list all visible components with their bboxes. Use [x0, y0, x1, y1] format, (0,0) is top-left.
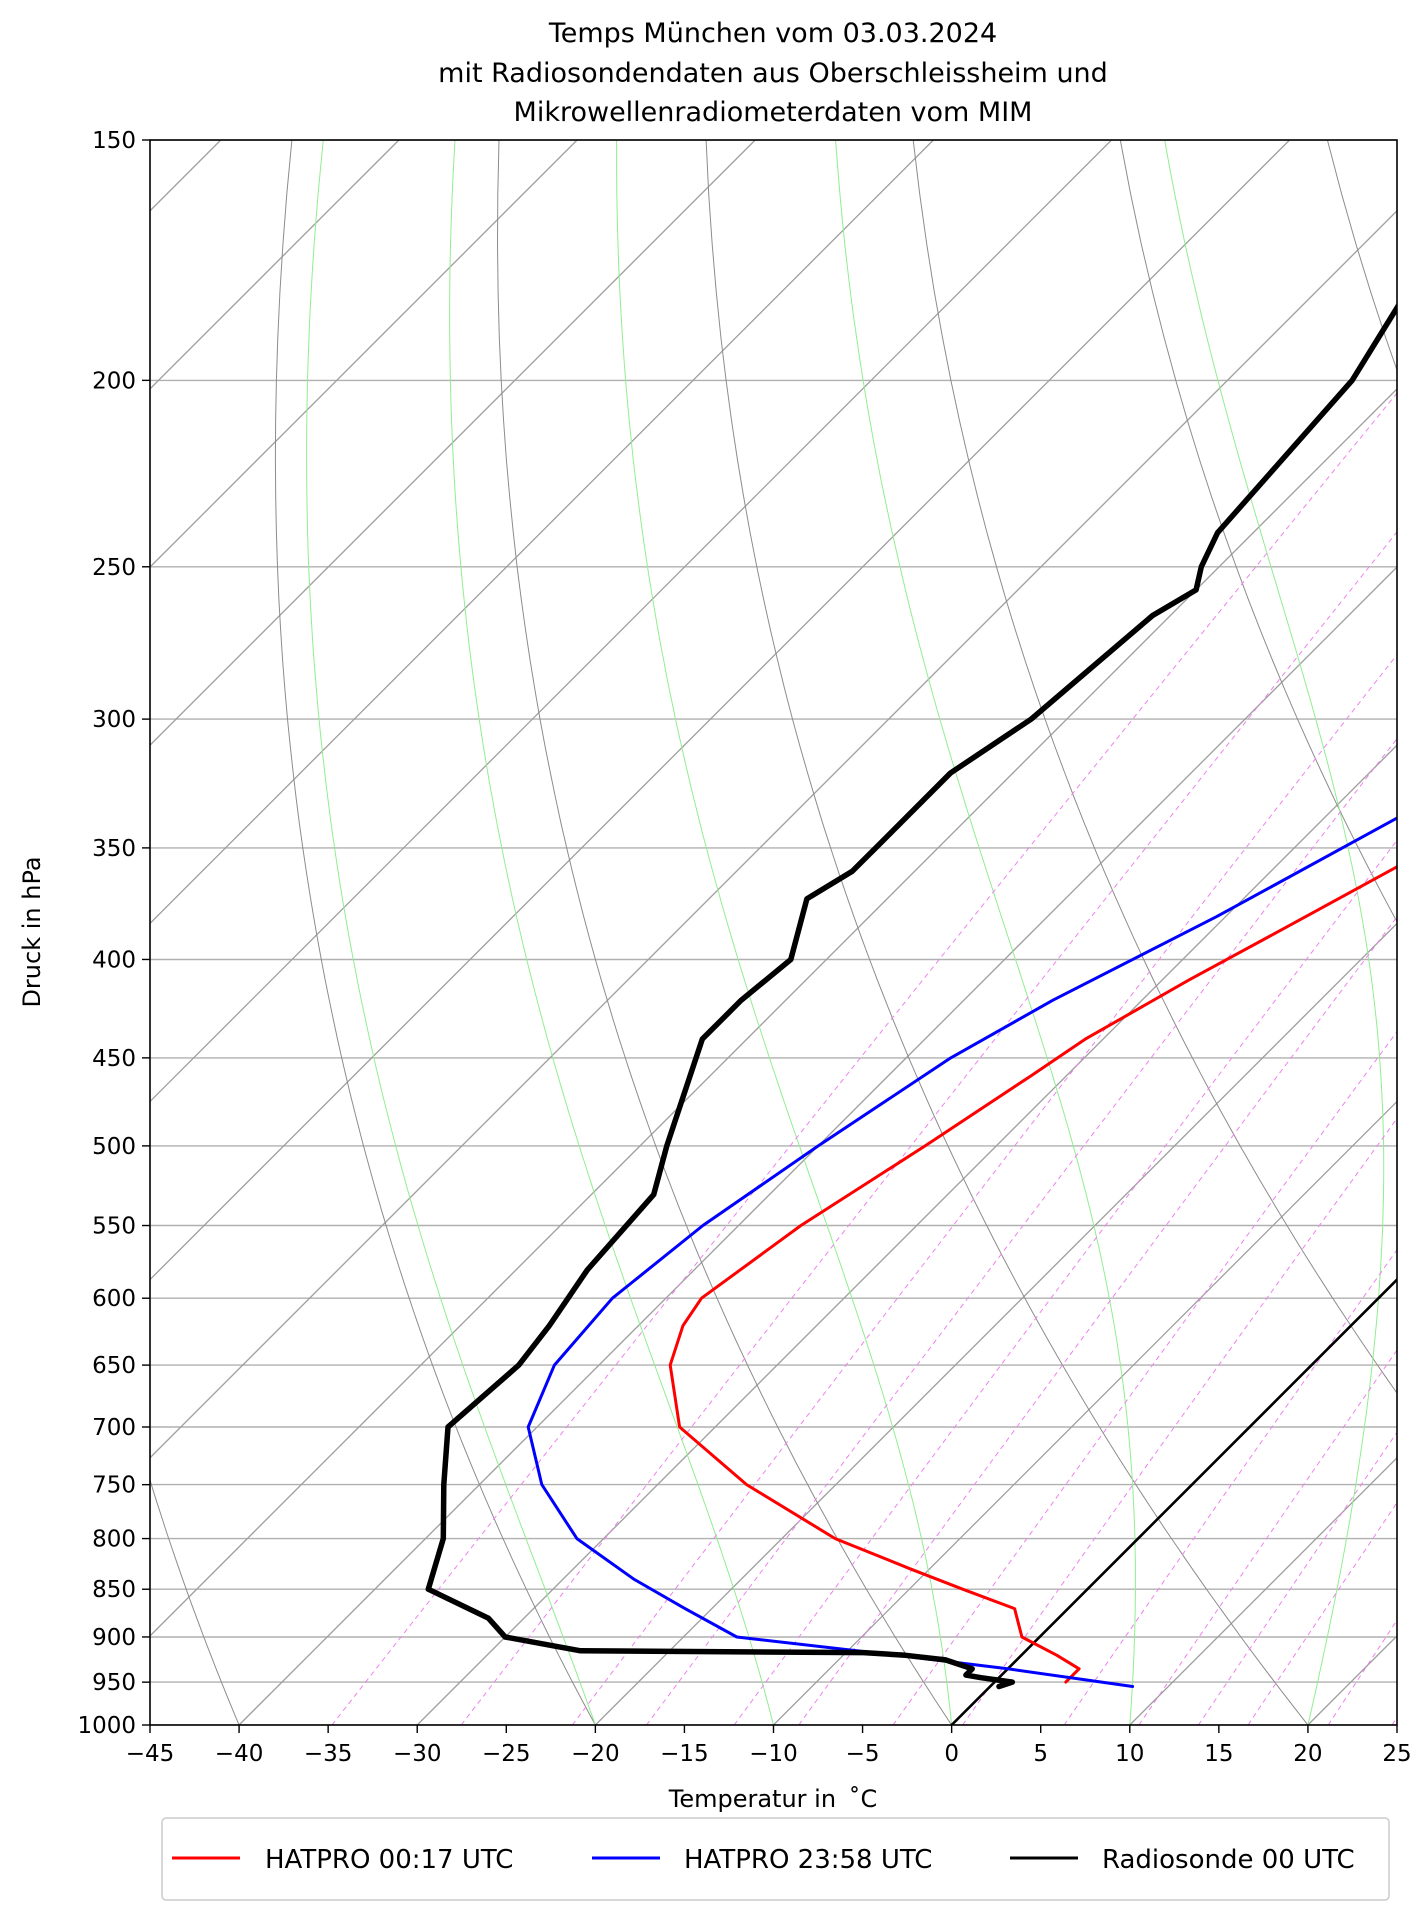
- y-tick-label: 850: [92, 1577, 136, 1603]
- dry-adiabat-line: [913, 140, 1427, 1725]
- title-line-3: Mikrowellenradiometerdaten vom MIM: [514, 97, 1033, 128]
- x-tick-label: −15: [660, 1741, 709, 1767]
- y-tick-label: 700: [92, 1415, 136, 1441]
- y-axis-ticks: 150 200 250 300 350 400 450 500 550 600 650 700 750 8…: [77, 128, 150, 1739]
- legend: HATPRO 00:17 UTC HATPRO 23:58 UTC Radios…: [162, 1818, 1389, 1900]
- x-axis-ticks: −45 −40 −35 −30 −25 −20 −15 −10 −5 0 5 10 15 20 25: [126, 1725, 1412, 1767]
- moist-adiabat-line: [617, 140, 952, 1725]
- isotherm-line: [0, 140, 933, 1725]
- title-line-1: Temps München vom 03.03.2024: [548, 18, 997, 49]
- x-tick-label: 5: [1033, 1741, 1048, 1767]
- moist-adiabat-line: [836, 140, 1136, 1725]
- x-tick-label: 0: [944, 1741, 959, 1767]
- title-line-2: mit Radiosondendaten aus Oberschleisshei…: [438, 58, 1108, 89]
- legend-label-hatpro-0017: HATPRO 00:17 UTC: [265, 1845, 513, 1875]
- dry-adiabat-lines: [0, 140, 1427, 1725]
- y-tick-label: 150: [92, 128, 136, 154]
- isotherm-line: [0, 140, 577, 1725]
- y-tick-label: 800: [92, 1527, 136, 1553]
- plot-area: [0, 140, 1427, 1725]
- x-tick-label: −20: [571, 1741, 620, 1767]
- dry-adiabat-line: [275, 140, 595, 1725]
- y-tick-label: 450: [92, 1046, 136, 1072]
- x-tick-label: −45: [126, 1741, 175, 1767]
- isotherm-lines: [0, 140, 1427, 1725]
- y-tick-label: 600: [92, 1286, 136, 1312]
- mixing-ratio-line: [734, 380, 1427, 1725]
- y-tick-label: 250: [92, 555, 136, 581]
- series-line-3: [428, 140, 1427, 1687]
- isotherm-line: [61, 140, 1427, 1725]
- y-tick-label: 400: [92, 947, 136, 973]
- moist-adiabat-lines: [307, 140, 1427, 1725]
- legend-label-hatpro-2358: HATPRO 23:58 UTC: [684, 1845, 932, 1875]
- profile-series: [428, 140, 1427, 1687]
- mixing-ratio-line: [461, 380, 1427, 1725]
- isotherm-line: [0, 140, 1427, 1725]
- mixing-ratio-line: [1248, 380, 1427, 1725]
- y-tick-label: 900: [92, 1625, 136, 1651]
- x-axis-label: Temperatur in ˚C: [668, 1785, 877, 1813]
- y-tick-label: 1000: [77, 1713, 136, 1739]
- mixing-ratio-line: [1328, 380, 1427, 1725]
- moist-adiabat-line: [450, 140, 774, 1725]
- dry-adiabat-line: [35, 140, 239, 1725]
- mixing-ratio-line: [799, 380, 1427, 1725]
- chart-title: Temps München vom 03.03.2024 mit Radioso…: [438, 18, 1108, 128]
- x-tick-label: 25: [1382, 1741, 1411, 1767]
- x-tick-label: 10: [1115, 1741, 1144, 1767]
- dry-adiabat-line: [498, 140, 952, 1725]
- mixing-ratio-line: [647, 380, 1427, 1725]
- x-tick-label: 20: [1293, 1741, 1322, 1767]
- x-tick-label: −30: [393, 1741, 442, 1767]
- y-tick-label: 550: [92, 1214, 136, 1240]
- x-tick-label: −35: [304, 1741, 353, 1767]
- x-tick-label: 15: [1204, 1741, 1233, 1767]
- x-tick-label: −10: [749, 1741, 798, 1767]
- isotherm-line: [774, 140, 1427, 1725]
- y-tick-label: 950: [92, 1670, 136, 1696]
- mixing-ratio-line: [893, 380, 1427, 1725]
- isotherm-line: [0, 140, 1112, 1725]
- x-tick-label: −5: [846, 1741, 880, 1767]
- legend-label-radiosonde: Radiosonde 00 UTC: [1102, 1845, 1355, 1875]
- x-tick-label: −25: [482, 1741, 531, 1767]
- y-tick-label: 350: [92, 836, 136, 862]
- x-tick-label: −40: [215, 1741, 264, 1767]
- dry-adiabat-line: [1327, 140, 1427, 1725]
- y-tick-label: 500: [92, 1134, 136, 1160]
- mixing-ratio-line: [1198, 380, 1427, 1725]
- mixing-ratio-line: [1064, 380, 1427, 1725]
- mixing-ratio-line: [1139, 380, 1427, 1725]
- y-tick-label: 200: [92, 368, 136, 394]
- mixing-ratio-line: [332, 380, 1407, 1725]
- y-tick-label: 300: [92, 707, 136, 733]
- moist-adiabat-line: [307, 140, 596, 1725]
- y-tick-label: 750: [92, 1473, 136, 1499]
- y-tick-label: 650: [92, 1353, 136, 1379]
- y-axis-label: Druck in hPa: [18, 856, 46, 1007]
